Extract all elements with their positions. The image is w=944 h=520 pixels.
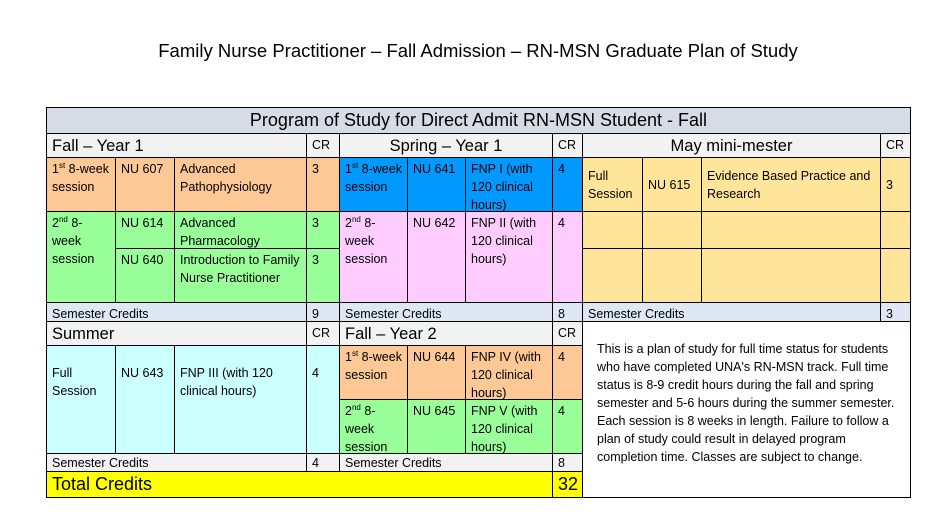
session-session: 8-week session (345, 162, 402, 194)
empty-cell (582, 211, 643, 249)
spring-year1-heading: Spring – Year 1 (339, 133, 553, 158)
course-title: FNP I (with 120 clinical hours) (465, 157, 553, 212)
session-ord: 2 (52, 216, 59, 230)
course-title: FNP II (with 120 clinical hours) (465, 211, 553, 303)
session-cell: 1st 8-week session (339, 157, 408, 212)
plan-note: This is a plan of study for full time st… (582, 321, 911, 498)
semester-credits-label: Semester Credits (582, 302, 881, 322)
course-title: Introduction to Family Nurse Practitione… (174, 248, 307, 303)
session-sup: st (351, 160, 359, 170)
session-ord: 1 (345, 350, 352, 364)
semester-credits-label: Semester Credits (339, 302, 553, 322)
semester-credits-value: 9 (306, 302, 340, 322)
course-code: NU 641 (407, 157, 466, 212)
session-ord: 1 (345, 162, 352, 176)
course-code: NU 640 (115, 248, 175, 303)
session-cell: 2nd 8-week session (339, 211, 408, 303)
session-session: 8-week session (345, 350, 402, 382)
session-session: 8-week session (52, 162, 109, 194)
session-sup: st (351, 348, 359, 358)
course-credits: 4 (552, 157, 583, 212)
empty-cell (880, 211, 911, 249)
course-code: NU 615 (642, 157, 702, 212)
course-credits: 3 (306, 211, 340, 249)
course-credits: 3 (306, 248, 340, 303)
course-code: NU 642 (407, 211, 466, 303)
session-cell: 1st 8-week session (46, 157, 116, 212)
total-credits-label: Total Credits (46, 471, 553, 498)
cr-header: CR (306, 133, 340, 158)
semester-credits-label: Semester Credits (46, 302, 307, 322)
session-cell: Full Session (582, 157, 643, 212)
cr-header: CR (552, 321, 583, 346)
course-credits: 3 (880, 157, 911, 212)
empty-cell (701, 211, 881, 249)
semester-credits-value: 8 (552, 302, 583, 322)
session-cell: 2nd 8-week session (46, 211, 116, 303)
session-sup: nd (351, 402, 361, 412)
may-heading: May mini-mester (582, 133, 881, 158)
empty-cell (582, 248, 643, 303)
session-ord: 1 (52, 162, 59, 176)
semester-credits-label: Semester Credits (46, 453, 307, 472)
session-sup: nd (58, 214, 68, 224)
session-cell: 1st 8-week session (339, 345, 408, 400)
course-code: NU 644 (407, 345, 466, 400)
empty-cell (642, 211, 702, 249)
cr-header: CR (880, 133, 911, 158)
course-title: FNP V (with 120 clinical hours) (465, 399, 553, 454)
course-code: NU 645 (407, 399, 466, 454)
course-code: NU 607 (115, 157, 175, 212)
session-sup: nd (351, 214, 361, 224)
session-cell: 2nd 8-week session (339, 399, 408, 454)
session-cell: Full Session (46, 345, 116, 454)
session-ord: 2 (345, 216, 352, 230)
empty-cell (701, 248, 881, 303)
course-credits: 3 (306, 157, 340, 212)
course-title: Evidence Based Practice and Research (701, 157, 881, 212)
semester-credits-value: 8 (552, 453, 583, 472)
course-credits: 4 (552, 211, 583, 303)
table-title: Program of Study for Direct Admit RN-MSN… (46, 107, 911, 134)
empty-cell (880, 248, 911, 303)
course-title: FNP IV (with 120 clinical hours) (465, 345, 553, 400)
summer-heading: Summer (46, 321, 307, 346)
session-session: 8-week session (345, 216, 388, 266)
cr-header: CR (306, 321, 340, 346)
fall-year1-heading: Fall – Year 1 (46, 133, 307, 158)
course-title: Advanced Pharmacology (174, 211, 307, 249)
total-credits-value: 32 (552, 471, 583, 498)
course-credits: 4 (552, 345, 583, 400)
session-sup: st (58, 160, 66, 170)
semester-credits-label: Semester Credits (339, 453, 553, 472)
empty-cell (642, 248, 702, 303)
semester-credits-value: 3 (880, 302, 911, 322)
fall-year2-heading: Fall – Year 2 (339, 321, 553, 346)
course-title: Advanced Pathophysiology (174, 157, 307, 212)
course-credits: 4 (306, 345, 340, 454)
session-session: 8-week session (345, 404, 388, 454)
course-code: NU 614 (115, 211, 175, 249)
course-credits: 4 (552, 399, 583, 454)
course-title: FNP III (with 120 clinical hours) (174, 345, 307, 454)
document-title: Family Nurse Practitioner – Fall Admissi… (158, 40, 798, 61)
semester-credits-value: 4 (306, 453, 340, 472)
session-session: 8-week session (52, 216, 95, 266)
course-code: NU 643 (115, 345, 175, 454)
cr-header: CR (552, 133, 583, 158)
session-ord: 2 (345, 404, 352, 418)
